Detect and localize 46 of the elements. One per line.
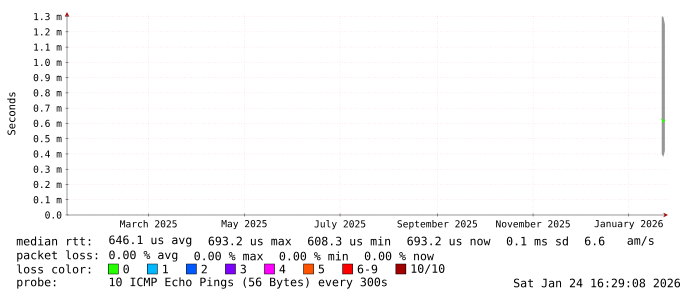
- text: 0.00 % avg: [109, 250, 178, 262]
- y-tick-label: 1.2 m: [34, 28, 62, 36]
- text: am/s: [628, 236, 654, 246]
- legend-label: 1: [163, 264, 168, 274]
- legend-label: 2: [202, 264, 207, 274]
- y-tick-label: 0.3 m: [34, 166, 62, 173]
- text: probe:: [17, 277, 56, 289]
- text: 0.00 % min: [280, 252, 348, 260]
- y-tick-label: 1.3 m: [34, 12, 62, 20]
- y-tick-label: 0.5 m: [34, 135, 62, 142]
- x-tick-label: July 2025: [314, 220, 366, 230]
- y-tick-label: 1.0 m: [34, 58, 62, 66]
- y-tick-label: 0.0: [45, 211, 62, 219]
- text: 646.1 us avg: [109, 235, 192, 247]
- y-axis-title: Seconds: [7, 92, 16, 135]
- y-tick-label: 0.6 m: [34, 120, 62, 128]
- y-tick-label: 0.4 m: [34, 150, 62, 158]
- text: 10 ICMP Echo Pings (56 Bytes) every 300s: [110, 277, 387, 289]
- legend-title: loss color:: [17, 264, 90, 274]
- legend-label: 5: [318, 264, 324, 274]
- x-tick-label: March 2025: [120, 220, 177, 228]
- legend-label: 10/10: [412, 264, 444, 274]
- x-tick-label: November 2025: [496, 220, 570, 228]
- y-tick-label: 1.1 m: [34, 44, 62, 51]
- legend-label: 0: [123, 264, 129, 274]
- text: 693.2 us max: [208, 236, 292, 246]
- text: packet loss:: [17, 250, 98, 262]
- text: 0.1 ms sd: [506, 236, 568, 246]
- y-tick-label: 0.7 m: [34, 104, 62, 112]
- text: 0.00 % max: [194, 252, 264, 260]
- legend-label: 4: [279, 264, 286, 274]
- x-tick-label: May 2025: [222, 220, 267, 230]
- x-tick-label: January 2026: [594, 220, 663, 230]
- y-tick-label: 0.1 m: [34, 196, 62, 204]
- text: 693.2 us now: [407, 236, 491, 246]
- text: 6.6: [584, 236, 604, 246]
- legend-label: 3: [240, 264, 246, 274]
- text: 0.00 % now: [364, 252, 434, 260]
- y-tick-label: 0.8 m: [34, 89, 62, 97]
- text: median rtt:: [16, 236, 90, 246]
- text: Sat Jan 24 16:29:08 2026: [514, 278, 680, 288]
- y-tick-label: 0.2 m: [34, 180, 62, 188]
- y-tick-label: 0.9 m: [34, 74, 62, 82]
- x-tick-label: September 2025: [398, 220, 478, 230]
- legend-label: 6-9: [358, 264, 378, 274]
- text: 608.3 us min: [308, 236, 390, 246]
